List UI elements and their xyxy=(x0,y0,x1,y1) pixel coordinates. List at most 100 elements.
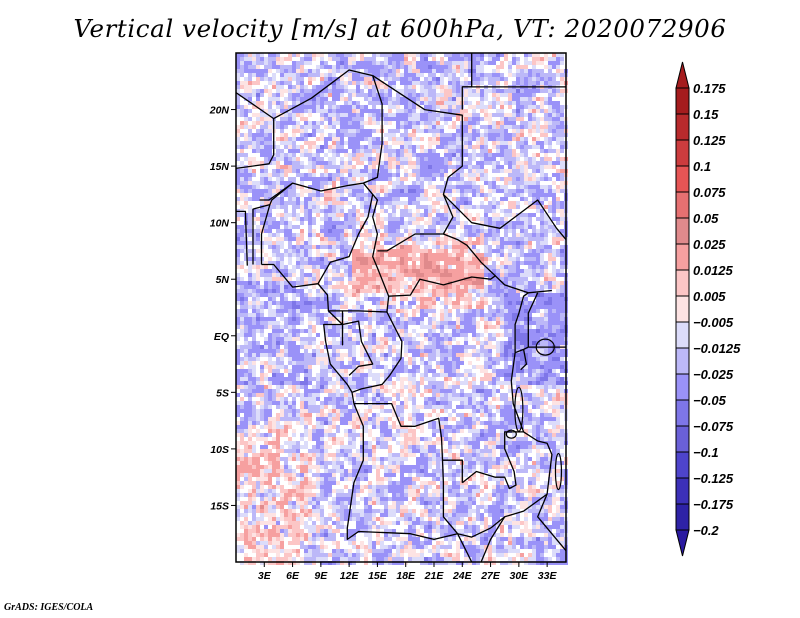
field-cell xyxy=(240,121,244,125)
field-cell xyxy=(492,129,496,133)
field-cell xyxy=(416,53,420,57)
field-cell xyxy=(268,281,272,285)
field-cell xyxy=(452,245,456,249)
field-cell xyxy=(472,173,476,177)
field-cell xyxy=(544,89,548,93)
field-cell xyxy=(392,189,396,193)
field-cell xyxy=(248,253,252,257)
field-cell xyxy=(356,189,360,193)
field-cell xyxy=(260,105,264,109)
field-cell xyxy=(392,73,396,77)
field-cell xyxy=(520,145,524,149)
field-cell xyxy=(396,137,400,141)
field-cell xyxy=(452,333,456,337)
field-cell xyxy=(392,337,396,341)
field-cell xyxy=(240,301,244,305)
field-cell xyxy=(472,261,476,265)
field-cell xyxy=(392,309,396,313)
field-cell xyxy=(544,185,548,189)
field-cell xyxy=(300,261,304,265)
field-cell xyxy=(440,221,444,225)
field-cell xyxy=(336,197,340,201)
field-cell xyxy=(340,157,344,161)
field-cell xyxy=(524,169,528,173)
field-cell xyxy=(528,121,532,125)
field-cell xyxy=(268,141,272,145)
field-cell xyxy=(396,149,400,153)
field-cell xyxy=(332,89,336,93)
field-cell xyxy=(440,145,444,149)
field-cell xyxy=(532,173,536,177)
field-cell xyxy=(448,213,452,217)
field-cell xyxy=(472,217,476,221)
field-cell xyxy=(408,69,412,73)
field-cell xyxy=(384,89,388,93)
field-cell xyxy=(544,65,548,69)
field-cell xyxy=(324,237,328,241)
field-cell xyxy=(320,257,324,261)
field-cell xyxy=(380,269,384,273)
field-cell xyxy=(452,201,456,205)
field-cell xyxy=(304,57,308,61)
field-cell xyxy=(340,209,344,213)
field-cell xyxy=(340,301,344,305)
field-cell xyxy=(348,217,352,221)
field-cell xyxy=(412,317,416,321)
field-cell xyxy=(440,213,444,217)
field-cell xyxy=(236,277,240,281)
field-cell xyxy=(344,261,348,265)
field-cell xyxy=(280,297,284,301)
field-cell xyxy=(400,109,404,113)
field-cell xyxy=(432,97,436,101)
field-cell xyxy=(544,157,548,161)
field-cell xyxy=(424,81,428,85)
field-cell xyxy=(252,337,256,341)
field-cell xyxy=(412,69,416,73)
field-cell xyxy=(304,101,308,105)
field-cell xyxy=(392,217,396,221)
field-cell xyxy=(528,165,532,169)
field-cell xyxy=(344,165,348,169)
field-cell xyxy=(372,185,376,189)
field-cell xyxy=(384,325,388,329)
field-cell xyxy=(440,309,444,313)
field-cell xyxy=(304,61,308,65)
field-cell xyxy=(492,125,496,129)
field-cell xyxy=(268,97,272,101)
field-cell xyxy=(304,341,308,345)
field-cell xyxy=(476,265,480,269)
field-cell xyxy=(468,161,472,165)
field-cell xyxy=(484,193,488,197)
field-cell xyxy=(368,229,372,233)
field-cell xyxy=(416,125,420,129)
field-cell xyxy=(284,121,288,125)
field-cell xyxy=(308,341,312,345)
field-cell xyxy=(296,309,300,313)
field-cell xyxy=(248,273,252,277)
field-cell xyxy=(496,53,500,57)
field-cell xyxy=(480,105,484,109)
field-cell xyxy=(240,237,244,241)
field-cell xyxy=(292,197,296,201)
field-cell xyxy=(268,301,272,305)
field-cell xyxy=(340,165,344,169)
field-cell xyxy=(344,305,348,309)
field-cell xyxy=(528,285,532,289)
field-cell xyxy=(256,145,260,149)
field-cell xyxy=(516,181,520,185)
field-cell xyxy=(316,213,320,217)
field-cell xyxy=(472,125,476,129)
field-cell xyxy=(544,177,548,181)
field-cell xyxy=(344,61,348,65)
field-cell xyxy=(408,289,412,293)
field-cell xyxy=(340,85,344,89)
field-cell xyxy=(368,329,372,333)
field-cell xyxy=(436,157,440,161)
field-cell xyxy=(412,113,416,117)
field-cell xyxy=(312,209,316,213)
field-cell xyxy=(264,77,268,81)
field-cell xyxy=(532,69,536,73)
field-cell xyxy=(344,81,348,85)
field-cell xyxy=(556,65,560,69)
field-cell xyxy=(432,165,436,169)
